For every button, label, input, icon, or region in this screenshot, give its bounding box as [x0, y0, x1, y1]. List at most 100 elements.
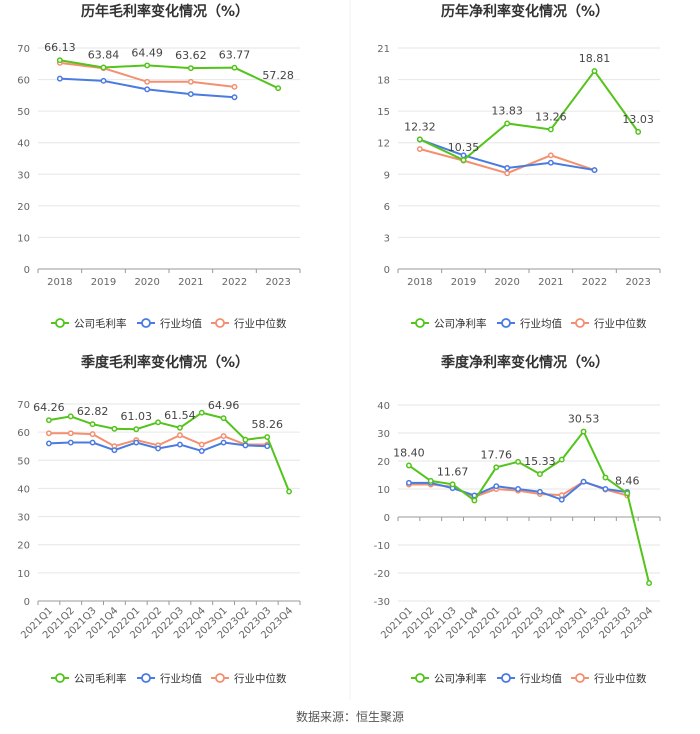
legend-item-industry_median: 行业中位数	[571, 317, 647, 330]
point-company	[45, 417, 52, 424]
point-industry_avg	[155, 445, 162, 452]
point-industry_avg	[67, 439, 74, 446]
point-company	[133, 426, 140, 433]
legend-label: 行业均值	[520, 672, 562, 685]
point-industry_median	[187, 78, 194, 85]
legend-label: 行业中位数	[234, 317, 287, 330]
y-tick-label: 50	[17, 456, 30, 467]
point-industry_avg	[591, 167, 598, 174]
point-industry_avg	[242, 442, 249, 449]
data-label: 15.33	[524, 455, 556, 468]
legend-marker	[55, 673, 65, 683]
legend-label: 公司毛利率	[74, 672, 127, 685]
chart-title: 季度净利率变化情况（%）	[440, 354, 609, 371]
data-label: 61.54	[164, 409, 196, 422]
point-company	[187, 65, 194, 72]
point-industry_avg	[405, 479, 412, 486]
point-industry_avg	[493, 483, 500, 490]
data-label: 12.32	[404, 120, 436, 133]
legend-marker	[141, 318, 151, 328]
point-industry_avg	[504, 165, 511, 171]
data-label: 64.96	[208, 399, 240, 412]
point-company	[515, 458, 522, 465]
legend-marker	[415, 318, 425, 328]
point-industry_avg	[45, 440, 52, 447]
point-company	[231, 64, 238, 71]
point-industry_avg	[89, 439, 96, 446]
chart-title: 历年净利率变化情况（%）	[441, 3, 609, 20]
point-company	[220, 415, 227, 422]
point-company	[416, 136, 423, 143]
point-company	[504, 120, 511, 127]
y-tick-label: 21	[377, 44, 390, 55]
point-industry_median	[220, 433, 227, 440]
x-tick-label: 2023	[625, 277, 650, 288]
x-tick-label: 2021	[178, 277, 203, 288]
point-company	[56, 57, 63, 64]
chart-title: 季度毛利率变化情况（%）	[80, 354, 249, 371]
data-label: 64.49	[131, 46, 163, 59]
y-tick-label: 6	[384, 202, 390, 213]
point-company	[286, 488, 293, 495]
series-line-company	[59, 59, 279, 90]
point-company	[471, 497, 478, 504]
point-company	[89, 421, 96, 428]
data-label: 8.46	[615, 474, 640, 487]
y-tick-label: 10	[17, 233, 30, 244]
legend-marker	[55, 318, 65, 328]
point-company	[155, 419, 162, 426]
y-tick-label: 20	[17, 541, 30, 552]
legend-item-industry_avg: 行业均值	[137, 672, 202, 685]
point-industry_median	[504, 170, 511, 177]
y-tick-label: 3	[384, 233, 390, 244]
point-company	[646, 580, 653, 587]
y-tick-label: 15	[377, 107, 390, 118]
point-industry_avg	[220, 439, 227, 446]
point-company	[449, 481, 456, 488]
point-industry_avg	[198, 448, 205, 454]
y-tick-label: 10	[377, 485, 390, 496]
data-label: 18.40	[393, 446, 425, 459]
legend-item-industry_median: 行业中位数	[211, 672, 287, 685]
legend-label: 行业均值	[160, 317, 202, 330]
point-company	[602, 474, 609, 481]
point-company	[635, 128, 642, 135]
data-label: 57.28	[262, 69, 294, 82]
y-tick-label: 70	[17, 400, 30, 411]
x-tick-label: 2020	[134, 277, 159, 288]
point-industry_avg	[580, 478, 587, 485]
point-company	[624, 490, 631, 497]
data-label: 64.26	[33, 401, 65, 414]
data-label: 13.83	[491, 104, 523, 117]
point-industry_avg	[602, 486, 609, 492]
point-company	[100, 64, 107, 71]
point-company	[405, 462, 412, 469]
data-label: 10.35	[448, 141, 480, 154]
y-tick-label: 0	[24, 265, 30, 276]
data-label: 58.26	[252, 418, 284, 431]
y-tick-label: 30	[377, 429, 390, 440]
legend-marker	[141, 673, 151, 683]
point-company	[427, 477, 434, 484]
point-industry_avg	[558, 496, 565, 503]
data-label: 30.53	[568, 413, 600, 426]
data-label: 61.03	[121, 410, 153, 423]
chart-2: 历年净利率变化情况（%） 0 3 6 9 12 15 18 21 2018 2019 2020 2021…	[377, 3, 661, 330]
legend-marker	[215, 318, 225, 328]
legend-item-industry_median: 行业中位数	[211, 317, 287, 330]
y-tick-label: 60	[17, 76, 30, 87]
x-tick-label: 2022	[582, 277, 607, 288]
y-tick-label: 40	[17, 139, 30, 150]
point-company	[275, 85, 282, 92]
y-tick-label: 30	[17, 513, 30, 524]
chart-4: 季度净利率变化情况（%）-30-20-100102030402021Q12021…	[374, 354, 661, 685]
data-label: 62.82	[77, 405, 109, 418]
legend-item-company: 公司毛利率	[51, 317, 127, 330]
point-company	[198, 409, 205, 416]
point-company	[144, 62, 151, 69]
point-industry_median	[89, 431, 96, 438]
point-industry_median	[176, 432, 183, 439]
x-tick-label: 2021	[538, 277, 563, 288]
y-tick-label: 10	[17, 569, 30, 580]
